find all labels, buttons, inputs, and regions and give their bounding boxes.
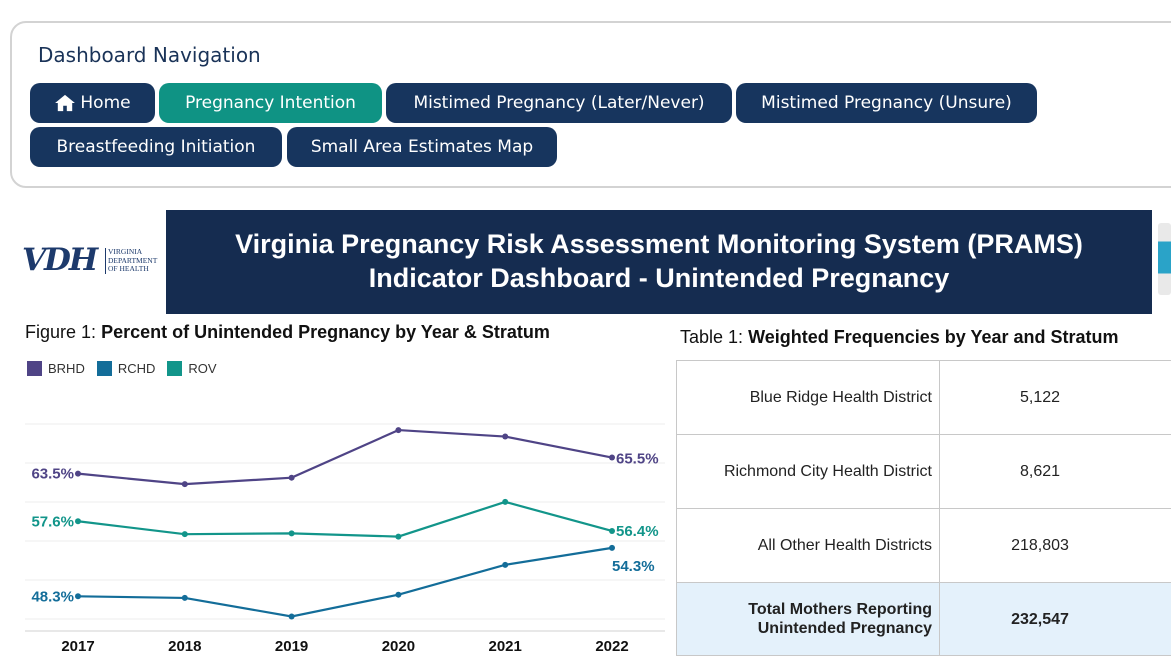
data-point-rov [609,527,615,534]
table-cell-label: Richmond City Health District [676,434,940,509]
table-cell-label: Blue Ridge Health District [676,360,940,435]
series-line-rchd [77,546,613,618]
x-tick-label: 2018 [168,638,201,655]
legend-swatch [27,361,42,376]
table-cell-value: 5,122 [939,360,1171,435]
data-point-brhd [609,454,615,461]
series-line-brhd [77,428,613,486]
nav-button-pregnancy-intention[interactable]: Pregnancy Intention [159,83,382,123]
data-point-rov [395,533,402,540]
dashboard-title-banner: Virginia Pregnancy Risk Assessment Monit… [166,210,1152,314]
data-label-rchd: 48.3% [31,588,74,605]
data-point-brhd [288,474,295,481]
vdh-logo-letters: VDH [22,242,98,278]
table-cell-value: 8,621 [939,434,1171,509]
data-label-brhd: 63.5% [31,466,74,483]
figure-prefix: Figure 1: [25,322,97,342]
series-line-rov [77,500,613,538]
data-point-rchd [609,544,615,551]
data-point-brhd [181,481,188,488]
x-tick-label: 2021 [489,638,522,655]
data-point-rchd [288,613,295,620]
data-point-rchd [395,591,402,598]
legend-swatch [167,361,183,376]
line-chart: 2017 2018 2019 2020 2021 2022 63.5% 65.5% 48.3% 5… [25,423,665,655]
figure-title-text: Percent of Unintended Pregnancy by Year … [101,322,550,342]
home-icon [55,94,76,112]
data-label-rov: 56.4% [616,523,659,540]
table-row-total: Total Mothers Reporting Unintended Pregn… [676,582,1171,656]
legend-item-brhd[interactable]: BRHD [27,361,85,376]
data-point-rchd [181,594,188,601]
data-point-brhd [502,433,509,440]
data-label-rov: 57.6% [31,513,74,530]
nav-button-mistimed-unsure[interactable]: Mistimed Pregnancy (Unsure) [736,83,1037,123]
dashboard-title-line2: Indicator Dashboard - Unintended Pregnan… [368,263,950,293]
nav-button-home[interactable]: Home [30,83,155,123]
table-cell-value: 218,803 [939,508,1171,583]
table-prefix: Table 1: [680,327,744,347]
table-row: Richmond City Health District 8,621 [676,434,1171,509]
vdh-logo-text: VIRGINIA DEPARTMENT OF HEALTH [105,247,165,274]
data-point-rov [502,498,509,505]
vdh-logo-line: OF HEALTH [108,264,149,273]
data-point-rchd [75,593,81,600]
data-point-rchd [502,561,509,568]
total-label-line: Unintended Pregnancy [757,620,932,637]
nav-button-breastfeeding-initiation[interactable]: Breastfeeding Initiation [30,127,282,167]
nav-button-small-area-map[interactable]: Small Area Estimates Map [287,127,557,167]
data-label-brhd: 65.5% [616,451,659,468]
table-cell-total-label: Total Mothers Reporting Unintended Pregn… [676,582,940,656]
legend-label: BRHD [48,361,85,376]
nav-button-mistimed-later-never[interactable]: Mistimed Pregnancy (Later/Never) [386,83,732,123]
data-point-brhd [75,470,81,477]
vdh-logo-line: VIRGINIA [108,247,143,256]
table-title-text: Weighted Frequencies by Year and Stratum [748,327,1119,347]
legend-label: ROV [188,361,217,376]
legend-swatch [96,361,112,376]
x-tick-label: 2019 [275,638,308,655]
weighted-frequency-table: Blue Ridge Health District 5,122 Richmon… [676,360,1171,656]
vdh-logo-line: DEPARTMENT [108,255,158,265]
table-row: Blue Ridge Health District 5,122 [676,360,1171,435]
partner-logo-icon [1158,223,1171,295]
x-tick-label: 2020 [382,638,415,655]
data-point-rov [288,530,295,537]
table-title: Table 1: Weighted Frequencies by Year an… [680,327,1119,348]
nav-button-home-label: Home [80,93,131,113]
legend-item-rov[interactable]: ROV [167,361,217,376]
table-row: All Other Health Districts 218,803 [676,508,1171,583]
x-tick-label: 2017 [61,638,94,655]
data-label-rchd: 54.3% [612,558,655,575]
total-label-line: Total Mothers Reporting [748,601,932,618]
table-cell-label: All Other Health Districts [676,508,940,583]
table-cell-total-value: 232,547 [939,582,1171,656]
legend-item-rchd[interactable]: RCHD [96,361,156,376]
chart-legend: BRHD RCHD ROV [27,361,217,376]
data-point-rov [75,518,81,525]
figure-title: Figure 1: Percent of Unintended Pregnanc… [25,322,550,343]
nav-title: Dashboard Navigation [38,43,261,67]
legend-label: RCHD [117,361,156,376]
x-tick-label: 2022 [595,638,628,655]
data-point-brhd [395,427,402,434]
dashboard-title-line1: Virginia Pregnancy Risk Assessment Monit… [235,229,1083,259]
dashboard-navigation-panel: Dashboard Navigation Home Pregnancy Inte… [10,21,1171,188]
vdh-logo: VDH VIRGINIA DEPARTMENT OF HEALTH [22,242,165,279]
data-point-rov [181,531,188,538]
